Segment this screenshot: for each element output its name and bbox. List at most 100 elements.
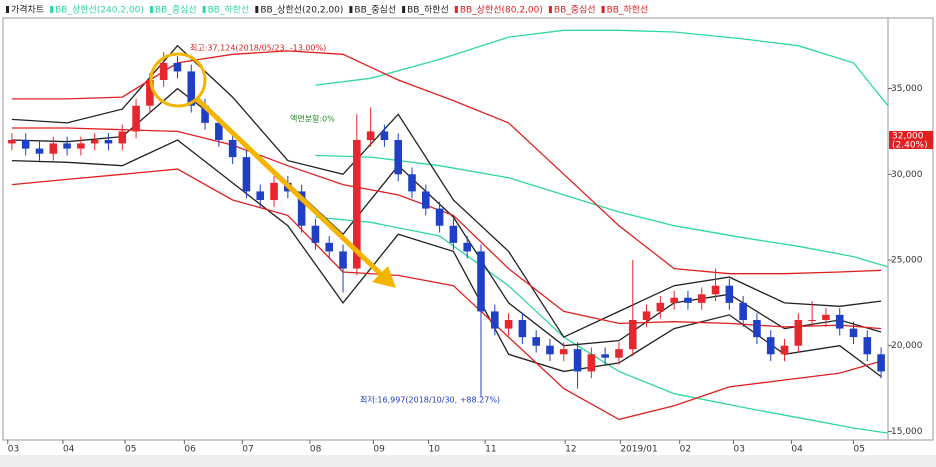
y-tick-label: 35,000: [891, 84, 923, 94]
candle-body: [159, 62, 168, 80]
legend-swatch: [50, 6, 54, 13]
legend-swatch: [402, 6, 406, 13]
plot-area: [8, 29, 889, 434]
legend-label: BB_중심선: [554, 5, 596, 16]
price-tag-label: 32,000: [892, 132, 924, 142]
candle-body: [118, 131, 127, 144]
candle-body: [601, 354, 609, 358]
legend-label: BB_하한선: [407, 5, 449, 16]
x-tick-label: 03: [8, 445, 19, 455]
legend-label: 가격차트: [11, 4, 44, 16]
x-tick-label: 04: [791, 445, 803, 455]
x-tick-label: 03: [733, 445, 744, 455]
y-tick-label: 20,000: [891, 341, 923, 351]
x-tick-label: 11: [485, 445, 496, 455]
x-tick-label: 05: [854, 445, 865, 455]
legend-swatch: [202, 6, 206, 13]
toolbar[interactable]: [0, 455, 936, 467]
x-tick-label: 2019/01: [620, 445, 657, 455]
candle-body: [435, 208, 444, 226]
candle-body: [49, 143, 58, 154]
candle-body: [187, 71, 196, 106]
band-line: [315, 216, 889, 434]
candle-body: [146, 80, 154, 106]
candle-body: [21, 140, 30, 149]
candle-body: [532, 337, 540, 346]
legend-label: BB_상한선(80,2,00): [460, 5, 543, 16]
candle-body: [642, 311, 651, 320]
candle-body: [297, 191, 306, 226]
candle-body: [504, 320, 513, 329]
candle-body: [449, 225, 458, 243]
price-tag-change: (2.40%): [892, 141, 928, 151]
legend-label: BB_중심선: [354, 5, 396, 16]
band-line: [11, 44, 882, 338]
candle-body: [380, 131, 389, 140]
candle-body: [215, 122, 223, 140]
band-line: [11, 139, 882, 378]
candle-body: [339, 251, 347, 269]
trend-arrow: [194, 96, 387, 280]
legend-label: BB_중심선: [155, 5, 197, 16]
candle-body: [670, 297, 678, 303]
candle-body: [256, 191, 265, 200]
band-line: [11, 50, 882, 275]
x-tick-label: 06: [184, 445, 196, 455]
candle-body: [422, 191, 430, 209]
candle-body: [628, 320, 637, 350]
candle-body: [77, 143, 85, 149]
candle-body: [8, 140, 16, 144]
y-tick-label: 30,000: [891, 170, 923, 180]
candle-body: [408, 174, 416, 192]
candle-body: [822, 314, 830, 320]
plot-frame: [2, 17, 889, 441]
x-tick-label: 07: [242, 445, 253, 455]
candle-body: [573, 349, 582, 372]
candle-body: [877, 354, 885, 372]
candle-body: [835, 314, 844, 329]
candle-body: [753, 320, 761, 338]
axis-frame: [887, 17, 934, 441]
legend-swatch: [349, 6, 353, 13]
candle-body: [490, 311, 499, 329]
legend-label: BB_상한선(20,2,00): [260, 5, 343, 16]
candle-body: [463, 242, 471, 252]
candle-body: [353, 140, 361, 269]
candle-body: [35, 148, 44, 154]
candle-body: [90, 140, 99, 144]
split-annotation: 액면분할:0%: [290, 114, 335, 124]
y-tick-label: 25,000: [891, 256, 923, 266]
band-line: [315, 154, 889, 268]
high-annotation: 최고:37,124(2018/05/23, -13.00%): [190, 43, 326, 53]
candle-body: [366, 131, 375, 140]
candle-body: [849, 328, 858, 338]
legend-label: BB_하한선: [208, 5, 250, 16]
x-tick-label: 12: [565, 445, 576, 455]
candle-body: [477, 251, 485, 312]
legend-label: BB_하한선: [607, 5, 649, 16]
legend-swatch: [255, 6, 259, 13]
candle-body: [518, 320, 527, 338]
candle-body: [863, 337, 872, 355]
candle-body: [242, 157, 251, 192]
arrow-head: [372, 266, 396, 288]
price-tag: [889, 131, 933, 149]
candle-body: [270, 182, 278, 200]
candle-body: [228, 140, 237, 158]
candle-body: [656, 302, 665, 312]
candle-body: [325, 242, 334, 252]
legend-swatch: [6, 6, 9, 13]
candle-body: [684, 297, 692, 303]
candle-body: [546, 345, 554, 355]
y-tick-label: 15,000: [891, 427, 923, 437]
candle-body: [394, 140, 403, 175]
legend-swatch: [548, 6, 552, 13]
candle-body: [63, 143, 71, 149]
band-line: [11, 87, 882, 347]
x-tick-label: 04: [63, 445, 75, 455]
candle-body: [587, 354, 596, 372]
low-annotation: 최저:16,997(2018/10/30, +88.27%): [360, 395, 500, 405]
candle-body: [808, 320, 816, 321]
candle-body: [739, 302, 747, 320]
